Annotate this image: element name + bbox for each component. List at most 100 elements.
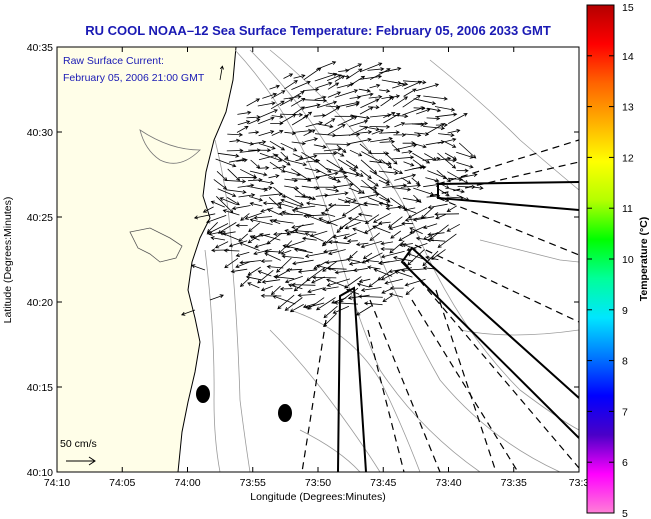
current-vector-arrow (219, 65, 224, 81)
current-vector-arrow (291, 223, 314, 229)
bathymetry-contour (459, 329, 579, 336)
current-vector-arrow (349, 167, 364, 177)
current-vector-arrow (325, 259, 348, 265)
current-vector-arrow (380, 241, 394, 246)
bathymetry-contour (269, 49, 579, 431)
current-vector-arrow (346, 197, 357, 202)
current-vector-arrow (261, 279, 281, 284)
current-vector-arrow (180, 309, 196, 316)
current-vector-arrow (434, 106, 456, 112)
current-vector-arrow (427, 107, 442, 113)
current-vector-arrow (213, 179, 228, 190)
current-vector-arrow (326, 266, 347, 271)
current-vector-arrow (312, 275, 337, 280)
current-vector-arrow (399, 242, 413, 247)
current-vector-arrow (316, 81, 333, 89)
current-vector-arrow (219, 231, 241, 241)
current-vector-arrow (251, 140, 267, 145)
current-vector-arrow (423, 223, 438, 229)
colorbar-tick-label: 5 (622, 508, 628, 519)
current-vector-arrow (246, 98, 261, 107)
current-vector-arrow (382, 183, 408, 188)
current-vector-arrow (405, 287, 415, 296)
current-vector-arrow (291, 282, 316, 287)
current-vector-arrow (434, 212, 460, 217)
current-vector-arrow (285, 240, 305, 248)
current-vector-arrow (402, 94, 421, 108)
transect-dashed-line (301, 319, 327, 472)
current-vector-arrow (388, 224, 404, 230)
current-vector-arrow (397, 205, 417, 214)
current-vector-arrow (292, 128, 313, 133)
current-vector-arrow (268, 174, 280, 179)
transect-dashed-line (367, 329, 405, 472)
current-vector-arrow (367, 178, 379, 187)
current-vector-arrow (280, 198, 303, 208)
current-vector-arrow (422, 266, 435, 271)
current-vector-arrow (253, 249, 272, 256)
current-vector-arrow (214, 241, 229, 249)
current-vector-arrow (423, 126, 446, 131)
current-vector-arrow (224, 257, 239, 269)
current-vector-arrow (239, 278, 250, 287)
current-vector-arrow (235, 261, 250, 268)
current-vector-arrow (210, 236, 226, 241)
current-vector-arrow (235, 251, 250, 258)
current-vector-arrow (437, 233, 457, 248)
current-vector-arrow (226, 197, 240, 206)
current-vector-arrow (289, 304, 304, 313)
current-vector-arrow (313, 261, 327, 270)
current-vector-arrow (324, 118, 336, 126)
current-vector-arrow (271, 90, 286, 99)
current-vector-arrow (400, 183, 422, 188)
current-vector-arrow (291, 115, 309, 126)
current-vector-arrow (389, 240, 405, 254)
current-vector-arrow (294, 228, 317, 233)
current-vector-arrow (346, 257, 360, 263)
current-vector-arrow (314, 95, 327, 100)
current-vector-arrow (257, 101, 276, 107)
current-vector-arrow (303, 98, 328, 103)
current-vector-arrow (237, 110, 252, 115)
current-vector-arrow (304, 137, 319, 142)
current-vector-arrow (372, 212, 391, 223)
current-vector-arrow (391, 187, 412, 192)
y-tick-label: 40:25 (27, 212, 53, 224)
current-vector-arrow (367, 67, 385, 72)
colorbar-tick-label: 14 (622, 51, 634, 63)
current-vector-arrow (290, 97, 306, 107)
colorbar-tick-label: 8 (622, 356, 628, 368)
current-vector-arrow (392, 114, 409, 119)
current-vector-arrow (324, 106, 341, 117)
current-vector-arrow (409, 227, 423, 235)
current-vector-arrow (245, 275, 262, 281)
current-vector-arrow (254, 242, 270, 249)
current-vector-arrow (401, 177, 412, 184)
current-vector-arrow (280, 151, 289, 160)
current-vector-arrow (280, 250, 292, 255)
current-vector-arrow (350, 114, 371, 120)
current-vector-arrow (356, 282, 370, 288)
transect-dashed-line (429, 161, 579, 197)
current-vector-arrow (315, 264, 336, 271)
current-vector-arrow (303, 103, 321, 109)
current-vector-arrow (346, 75, 366, 88)
transect-dashed-line (414, 244, 579, 323)
colorbar-tick-label: 9 (622, 305, 628, 317)
current-vector-arrow (284, 178, 299, 183)
bathymetry-contour (214, 139, 251, 472)
current-vector-arrow (291, 141, 307, 146)
current-vector-arrow (360, 169, 372, 180)
current-vector-arrow (258, 130, 275, 137)
current-vector-arrow (346, 199, 368, 207)
current-vector-arrow (393, 168, 404, 174)
current-vector-arrow (416, 108, 431, 115)
current-vector-arrow (313, 185, 338, 190)
current-vector-arrow (402, 80, 427, 85)
current-vector-arrow (270, 100, 285, 110)
colorbar-tick-label: 7 (622, 406, 628, 418)
current-vector-arrow (425, 123, 445, 135)
current-vector-arrow (359, 125, 380, 132)
current-vector-arrow (412, 216, 435, 222)
current-vector-arrow (357, 212, 373, 217)
